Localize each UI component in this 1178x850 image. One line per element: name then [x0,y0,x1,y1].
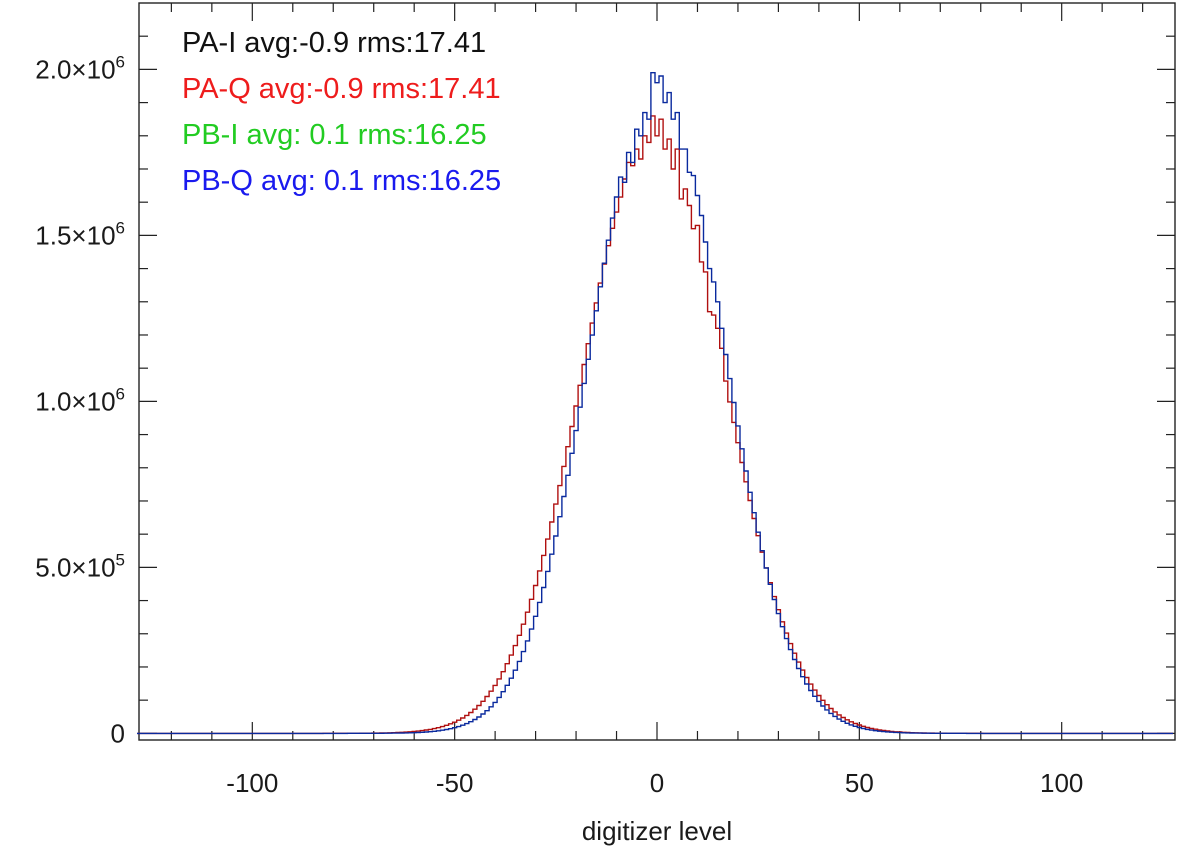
x-tick-labels: -100 -50 0 50 100 [226,768,1083,798]
legend-entry: PA-Q avg:-0.9 rms:17.41 [182,73,501,105]
legend-entry: PA-I avg:-0.9 rms:17.41 [182,27,486,59]
series-line [137,72,1173,735]
legend-entry: PB-I avg: 0.1 rms:16.25 [182,119,487,151]
legend-entry: PB-Q avg: 0.1 rms:16.25 [182,165,501,197]
plot-frame [138,2,1176,741]
y-tick-labels: 0 5.0×105 1.0×106 1.5×106 2.0×106 [35,52,125,748]
x-tick-label: -50 [436,768,474,798]
axis-ticks [139,3,1175,740]
y-tick-label: 1.5×106 [35,218,125,250]
x-tick-label: -100 [226,768,278,798]
x-tick-label: 50 [845,768,874,798]
y-tick-label: 1.0×106 [35,384,125,416]
series-2 [137,72,1173,735]
x-tick-label: 0 [650,768,664,798]
series-layer [137,72,1173,735]
x-tick-label: 100 [1040,768,1083,798]
y-tick-label: 5.0×105 [35,550,125,582]
y-tick-label: 0 [111,718,125,748]
series-line [137,115,1173,735]
x-axis-title: digitizer level [582,816,732,846]
y-tick-label: 2.0×106 [35,52,125,84]
series-1 [137,115,1173,735]
legend: PA-I avg:-0.9 rms:17.41 PA-Q avg:-0.9 rms… [182,27,501,197]
